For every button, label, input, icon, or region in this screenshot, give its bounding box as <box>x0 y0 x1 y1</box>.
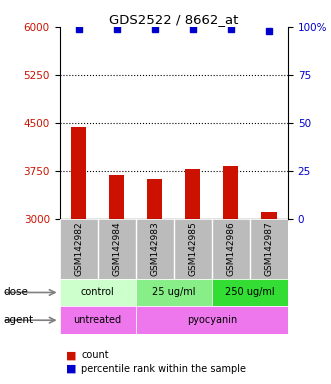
Bar <box>174 219 212 279</box>
Bar <box>223 166 238 219</box>
Text: percentile rank within the sample: percentile rank within the sample <box>81 364 246 374</box>
Bar <box>212 279 288 306</box>
Text: untreated: untreated <box>73 315 122 325</box>
Text: GSM142984: GSM142984 <box>112 222 121 276</box>
Bar <box>212 219 250 279</box>
Bar <box>185 169 201 219</box>
Bar <box>261 212 277 219</box>
Bar <box>250 219 288 279</box>
Text: GSM142983: GSM142983 <box>150 221 159 276</box>
Text: GSM142982: GSM142982 <box>74 222 83 276</box>
Title: GDS2522 / 8662_at: GDS2522 / 8662_at <box>109 13 238 26</box>
Text: ■: ■ <box>66 364 77 374</box>
Text: agent: agent <box>3 315 33 325</box>
Bar <box>136 279 212 306</box>
Bar <box>98 219 136 279</box>
Text: GSM142986: GSM142986 <box>226 221 235 276</box>
Bar <box>60 279 136 306</box>
Bar <box>60 219 98 279</box>
Bar <box>147 179 162 219</box>
Text: 25 ug/ml: 25 ug/ml <box>152 288 196 298</box>
Bar <box>60 306 136 334</box>
Text: control: control <box>81 288 115 298</box>
Text: pyocyanin: pyocyanin <box>187 315 237 325</box>
Text: count: count <box>81 350 109 360</box>
Bar <box>136 306 288 334</box>
Text: dose: dose <box>3 288 28 298</box>
Text: GSM142987: GSM142987 <box>264 221 273 276</box>
Bar <box>71 127 86 219</box>
Bar <box>109 175 124 219</box>
Text: 250 ug/ml: 250 ug/ml <box>225 288 275 298</box>
Text: GSM142985: GSM142985 <box>188 221 197 276</box>
Bar <box>136 219 174 279</box>
Text: ■: ■ <box>66 350 77 360</box>
